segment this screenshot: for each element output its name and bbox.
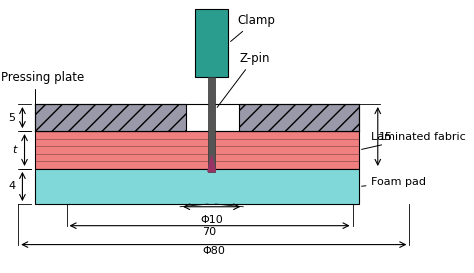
Bar — [208, 77, 216, 172]
Bar — [35, 131, 359, 169]
Text: 5: 5 — [9, 112, 15, 123]
Text: Φ10: Φ10 — [201, 215, 223, 225]
Bar — [35, 104, 186, 131]
Text: t: t — [12, 145, 16, 155]
Text: 70: 70 — [202, 227, 217, 237]
Polygon shape — [208, 155, 216, 172]
Text: Pressing plate: Pressing plate — [1, 70, 85, 115]
Bar — [195, 10, 228, 77]
Text: Laminated fabric: Laminated fabric — [362, 132, 466, 149]
Text: Clamp: Clamp — [231, 14, 275, 41]
Text: 4: 4 — [9, 182, 16, 191]
Text: Z-pin: Z-pin — [217, 52, 270, 107]
Text: Φ80: Φ80 — [202, 246, 225, 256]
Text: Foam pad: Foam pad — [362, 177, 427, 188]
Bar — [239, 104, 359, 131]
Text: 15: 15 — [379, 132, 393, 141]
Bar — [35, 169, 359, 204]
